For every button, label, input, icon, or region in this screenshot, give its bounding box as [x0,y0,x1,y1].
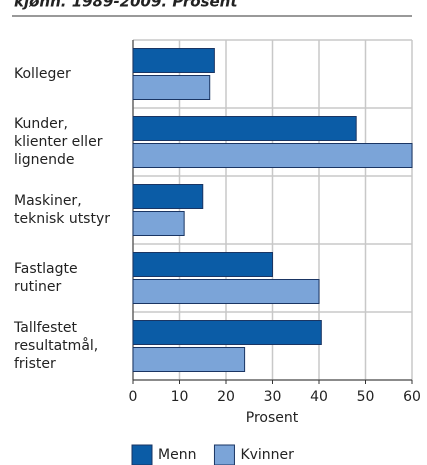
category-label: Maskiner, [14,193,82,209]
legend-swatch [131,444,153,465]
category-label: Kolleger [14,66,71,82]
category-label: rutiner [14,279,61,295]
x-tick-label: 50 [357,389,375,405]
bar [132,279,320,304]
bar [132,75,211,100]
x-axis-label: Prosent [246,410,299,426]
bar [132,184,204,209]
chart-title: kjønn. 1989-2009. Prosent [14,0,238,11]
bar [132,347,246,372]
legend-label: Kvinner [240,447,294,463]
x-tick-label: 20 [217,389,235,405]
x-tick-label: 40 [310,389,328,405]
bar [132,143,413,168]
legend-label: Menn [158,447,196,463]
category-label: Fastlagte [14,261,78,277]
category-label: klienter eller [14,134,103,150]
bar [132,48,215,73]
x-tick-label: 30 [264,389,282,405]
bar [132,320,322,345]
bar [132,116,357,141]
x-tick-label: 10 [171,389,189,405]
category-label: lignende [14,152,75,168]
category-label: Tallfestet [13,320,78,336]
x-tick-label: 60 [403,389,421,405]
legend-swatch [213,444,235,465]
bar [132,211,185,236]
x-tick-label: 0 [129,389,138,405]
category-label: Kunder, [14,116,68,132]
bar [132,252,273,277]
category-label: teknisk utstyr [14,211,110,227]
category-label: resultatmål, [14,337,98,354]
category-label: frister [14,356,56,372]
